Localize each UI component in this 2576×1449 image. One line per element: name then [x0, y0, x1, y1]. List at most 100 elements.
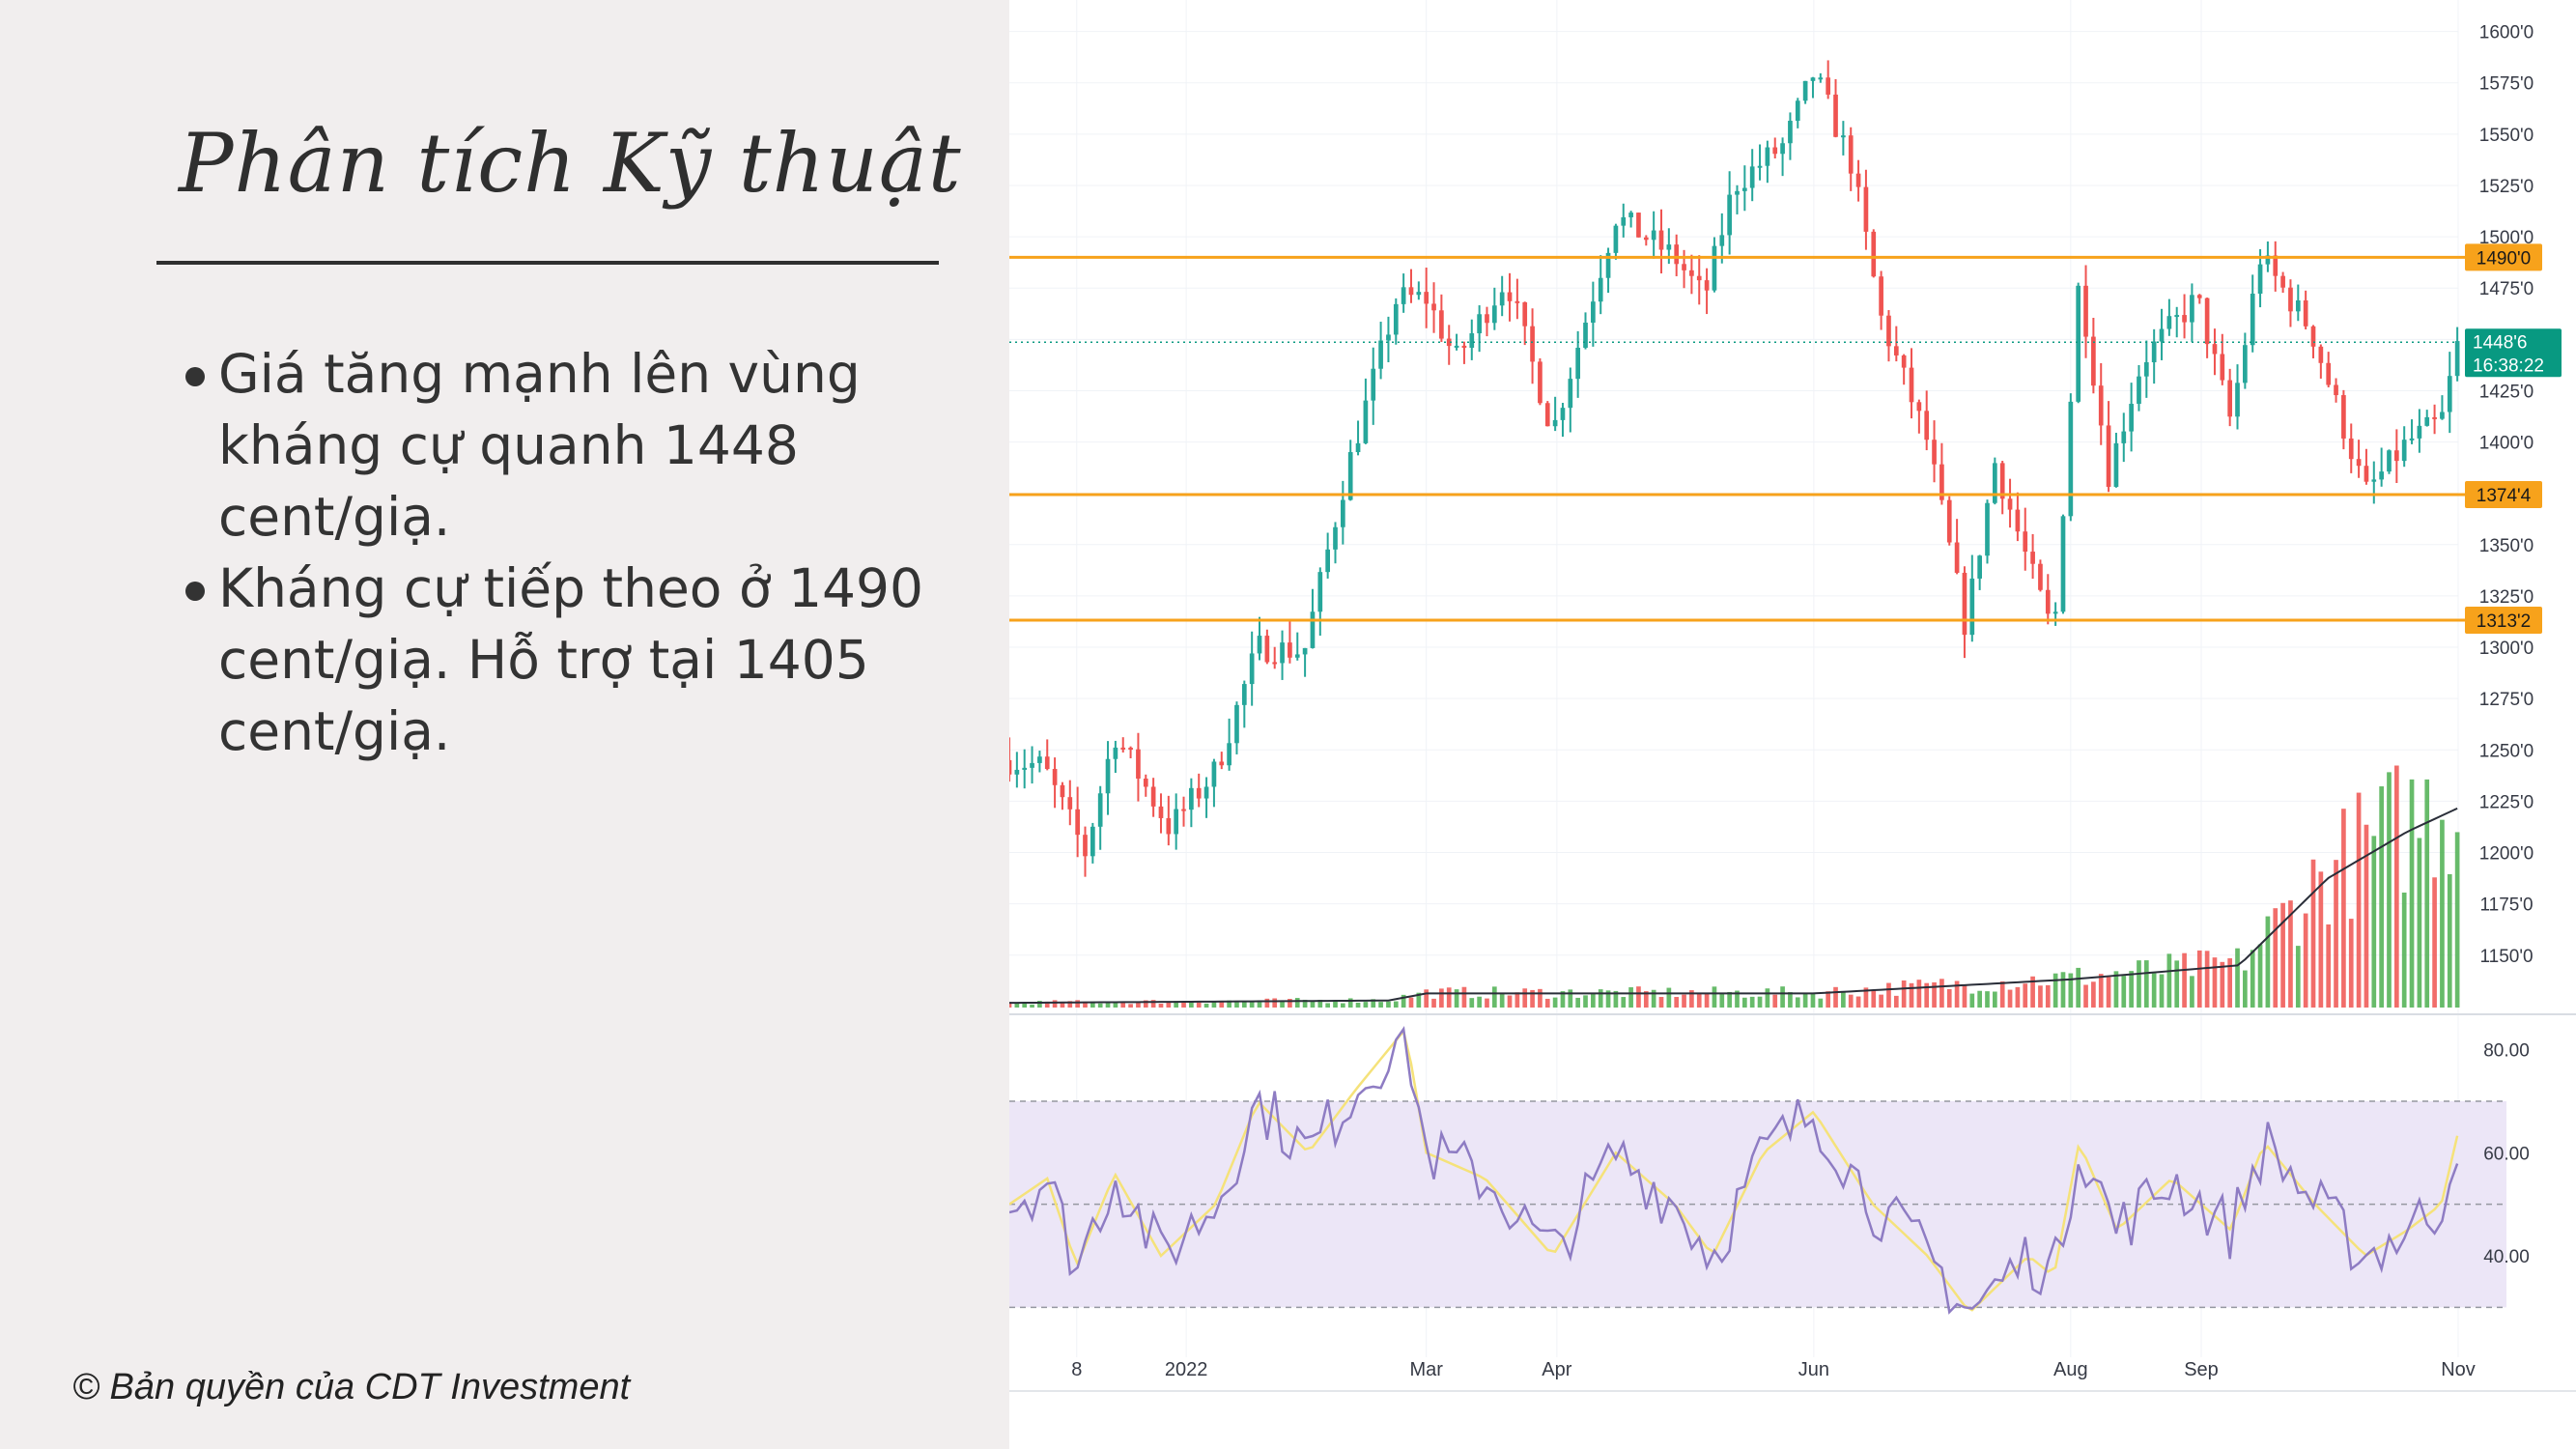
- volume-bar: [1158, 1003, 1164, 1008]
- volume-bar: [1037, 1001, 1042, 1008]
- bullet-dot-icon: [185, 367, 205, 386]
- volume-bar: [1431, 998, 1436, 1008]
- candle-body: [1544, 403, 1550, 427]
- volume-bar: [2356, 792, 2362, 1008]
- volume-bar: [1052, 1000, 1058, 1008]
- candle-body: [1636, 213, 1641, 238]
- candle-body: [1901, 355, 1907, 368]
- candle-body: [1977, 555, 1982, 579]
- candle-body: [1613, 225, 1619, 253]
- volume-bar: [2257, 944, 2263, 1008]
- candle-body: [1097, 793, 1103, 827]
- candle-body: [1741, 187, 1747, 191]
- volume-bar: [1522, 988, 1528, 1008]
- candle-body: [1538, 361, 1543, 404]
- price-axis-label: 1225'0: [2479, 792, 2534, 812]
- volume-bar: [1363, 1002, 1369, 1008]
- volume-bar: [1552, 997, 1558, 1008]
- candle-body: [2303, 299, 2308, 327]
- volume-bar: [1985, 991, 1990, 1008]
- candle-body: [1150, 786, 1156, 807]
- volume-bar: [1469, 998, 1475, 1008]
- candle-body: [2341, 395, 2346, 439]
- volume-bar: [2023, 983, 2028, 1008]
- candle-body: [2023, 531, 2028, 553]
- volume-bar: [1090, 1001, 1095, 1008]
- volume-bar: [2129, 971, 2134, 1008]
- volume-bar: [2387, 772, 2392, 1008]
- candle-body: [1009, 759, 1012, 775]
- candle-body: [1355, 442, 1361, 453]
- volume-bar: [2440, 819, 2445, 1008]
- candle-body: [2098, 385, 2104, 426]
- candle-body: [2371, 479, 2377, 482]
- volume-bar: [1272, 998, 1278, 1008]
- candle-body: [2288, 287, 2293, 312]
- volume-bar: [1833, 986, 1838, 1008]
- candle-body: [1757, 165, 1763, 168]
- candle-body: [1999, 463, 2005, 499]
- candle-body: [1575, 348, 1581, 380]
- candle-body: [1158, 806, 1164, 818]
- candle-body: [1030, 762, 1034, 768]
- volume-bar: [2166, 953, 2172, 1008]
- volume-bar: [1810, 992, 1816, 1008]
- candle-body: [1325, 549, 1330, 573]
- volume-bar: [2196, 950, 2202, 1008]
- volume-bar: [1674, 997, 1680, 1008]
- volume-bar: [1605, 990, 1611, 1008]
- volume-bar: [1378, 1002, 1383, 1008]
- candle-body: [1371, 368, 1376, 401]
- candle-body: [1166, 817, 1172, 835]
- price-axis-label: 1250'0: [2479, 741, 2534, 761]
- volume-bar: [1009, 1002, 1012, 1008]
- price-chart[interactable]: 1490'0 1374'4 1313'2 1448'616:38:22 1600'0 15…: [1009, 0, 2576, 1449]
- candle-body: [1060, 784, 1065, 798]
- volume-bar: [1249, 1001, 1255, 1008]
- price-axis-label: 1150'0: [2479, 947, 2533, 967]
- volume-bar: [1181, 1002, 1186, 1008]
- candle-body: [1772, 147, 1778, 155]
- price-axis-label: 1400'0: [2479, 434, 2534, 454]
- candle-body: [2326, 362, 2332, 385]
- chart-panel[interactable]: 1490'0 1374'4 1313'2 1448'6 16:38:22 1600'0 15…: [1009, 0, 2576, 1449]
- price-axis-label: 1475'0: [2479, 279, 2534, 299]
- candle-body: [1666, 244, 1672, 250]
- volume-bar: [2015, 986, 2021, 1008]
- volume-bar: [1030, 1004, 1034, 1008]
- volume-bar: [1105, 1003, 1111, 1008]
- candle-body: [1264, 636, 1270, 663]
- candle-body: [2190, 295, 2194, 323]
- candle-body: [2356, 459, 2362, 467]
- candle-body: [1628, 213, 1633, 217]
- volume-bar: [2121, 976, 2127, 1008]
- candle-body: [1818, 77, 1824, 80]
- rsi-line: [1009, 1026, 2459, 1315]
- volume-bar: [1325, 1003, 1330, 1008]
- volume-bar: [1014, 1002, 1020, 1008]
- candle-body: [1227, 743, 1231, 766]
- candle-body: [2265, 255, 2271, 265]
- bullet-item: Giá tăng mạnh lên vùng kháng cự quanh 14…: [184, 338, 956, 553]
- candle-body: [1514, 300, 1520, 303]
- candle-body: [1446, 338, 1452, 347]
- volume-bar: [1946, 988, 1952, 1008]
- candle-body: [1288, 642, 1292, 658]
- candle-body: [1993, 463, 1997, 503]
- candle-body: [1886, 315, 1891, 347]
- rsi-axis-label: 80.00: [2483, 1041, 2530, 1062]
- volume-bar: [2295, 946, 2301, 1008]
- candle-body: [1735, 190, 1740, 195]
- candle-body: [1924, 411, 1930, 440]
- volume-bar: [1802, 992, 1808, 1008]
- candle-body: [2387, 450, 2392, 472]
- candle-body: [1833, 94, 1838, 137]
- volume-bar: [1113, 1002, 1118, 1008]
- candle-body: [1393, 303, 1399, 335]
- candle-body: [1241, 684, 1247, 705]
- volume-bar: [1477, 996, 1482, 1008]
- volume-bar: [2076, 967, 2081, 1008]
- volume-bar: [1241, 1001, 1247, 1008]
- volume-bar: [1264, 998, 1270, 1008]
- candle-body: [2129, 404, 2134, 432]
